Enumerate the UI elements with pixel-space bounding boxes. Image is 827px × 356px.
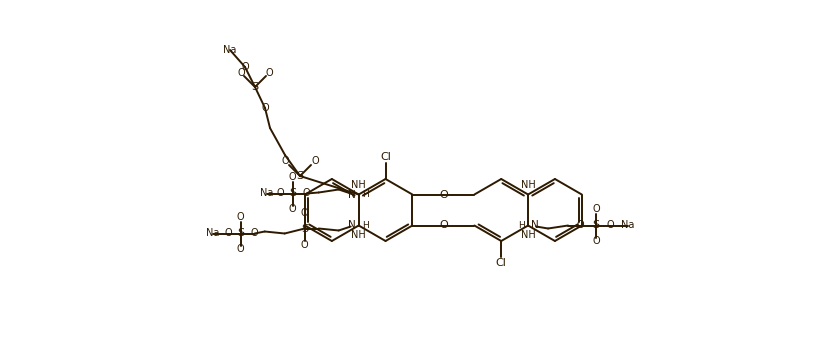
Text: Na: Na	[260, 188, 274, 199]
Text: O: O	[237, 213, 245, 222]
Text: O: O	[439, 220, 447, 230]
Text: Na: Na	[206, 229, 219, 239]
Text: Na: Na	[621, 220, 635, 230]
Text: S: S	[237, 229, 244, 239]
Text: Cl: Cl	[496, 258, 507, 268]
Text: O: O	[281, 156, 289, 166]
Text: NH: NH	[351, 180, 366, 190]
Text: O: O	[592, 236, 600, 246]
Text: O: O	[237, 68, 245, 78]
Text: Cl: Cl	[380, 152, 391, 162]
Text: O: O	[301, 208, 308, 218]
Text: H: H	[519, 221, 525, 230]
Text: NH: NH	[521, 180, 535, 190]
Text: O: O	[301, 240, 308, 250]
Text: O: O	[606, 220, 614, 230]
Text: S: S	[289, 188, 296, 199]
Text: O: O	[592, 204, 600, 215]
Text: Na: Na	[223, 45, 237, 55]
Text: S: S	[296, 171, 304, 181]
Text: O: O	[311, 156, 319, 166]
Text: O: O	[439, 189, 447, 199]
Text: O: O	[289, 173, 297, 183]
Text: N: N	[348, 189, 356, 199]
Text: O: O	[241, 62, 249, 72]
Text: O: O	[225, 229, 232, 239]
Text: O: O	[265, 68, 273, 78]
Text: O: O	[261, 103, 269, 113]
Text: N: N	[348, 220, 356, 230]
Text: S: S	[251, 82, 259, 92]
Text: O: O	[251, 229, 259, 239]
Text: S: S	[301, 224, 308, 234]
Text: O: O	[576, 220, 584, 230]
Text: NH: NH	[521, 230, 535, 240]
Text: H: H	[361, 190, 369, 199]
Text: O: O	[289, 204, 297, 215]
Text: NH: NH	[351, 230, 366, 240]
Text: H: H	[361, 221, 369, 230]
Text: S: S	[592, 220, 600, 230]
Text: O: O	[237, 245, 245, 255]
Text: O: O	[303, 188, 310, 199]
Text: N: N	[531, 220, 539, 230]
Text: O: O	[277, 188, 284, 199]
